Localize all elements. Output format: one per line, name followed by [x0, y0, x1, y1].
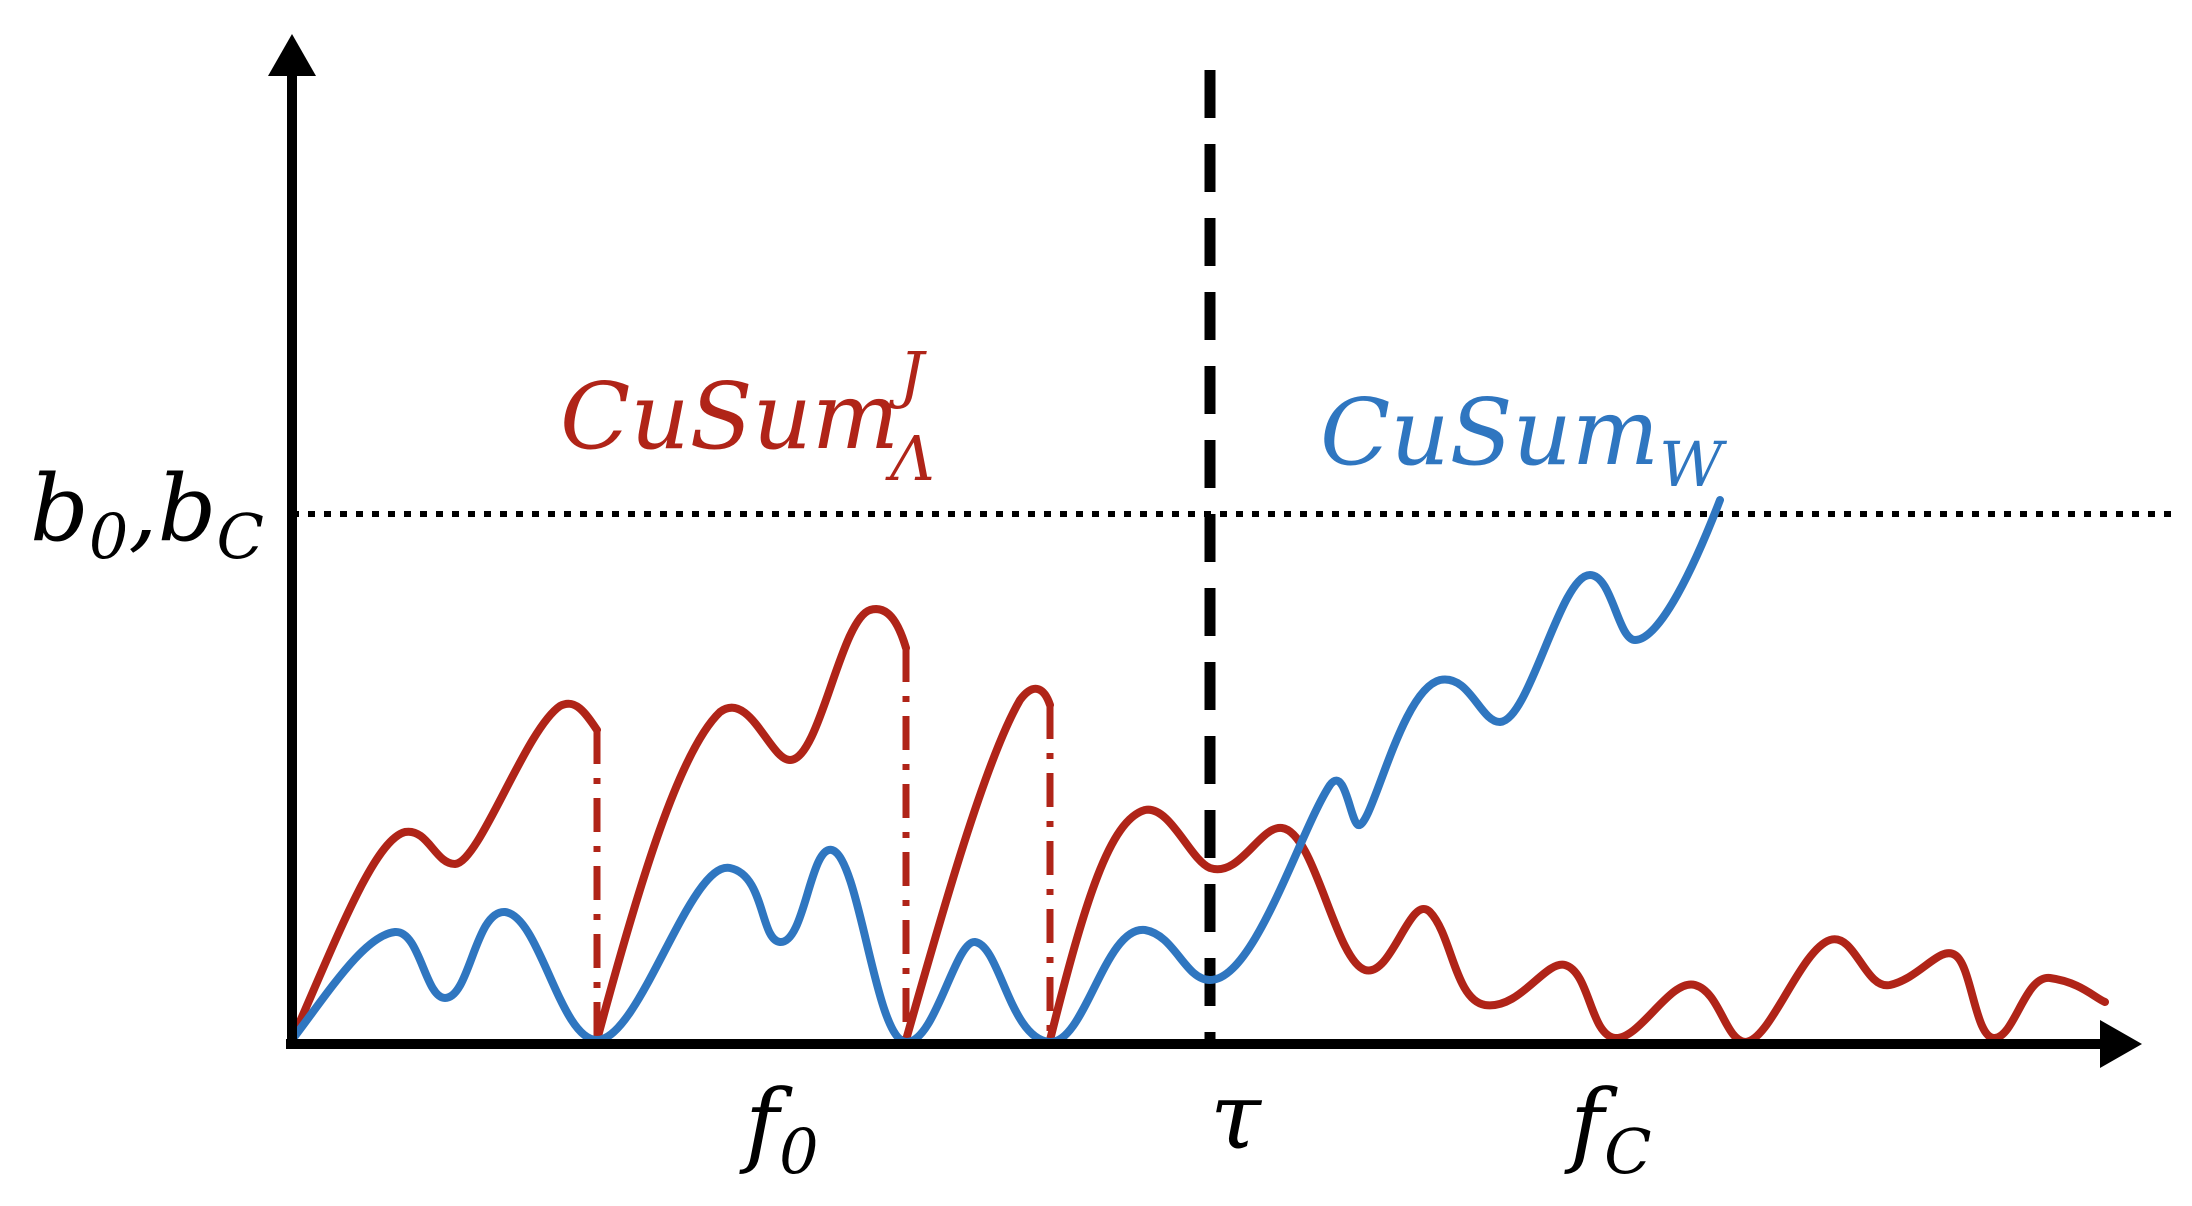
tau-label: τ — [1210, 1063, 1263, 1170]
x-axis-arrow — [2100, 1020, 2142, 1068]
threshold-label: b0,bC — [30, 455, 264, 573]
red-segment-1 — [288, 699, 601, 1044]
blue-curve — [288, 496, 1724, 1046]
f0-label: f0 — [739, 1070, 819, 1188]
red-curve-label: CuSumJ Λ — [560, 338, 935, 495]
red-segment-4 — [1046, 805, 2109, 1046]
axes — [268, 34, 2142, 1068]
blue-curve-label: CuSumW — [1320, 379, 1727, 501]
red-reset-lines — [593, 648, 1054, 1040]
y-axis-arrow — [268, 34, 316, 76]
red-curve — [288, 605, 2109, 1046]
red-segment-2 — [593, 605, 910, 1044]
red-segment-3 — [902, 684, 1054, 1044]
fc-label: fC — [1564, 1070, 1652, 1188]
